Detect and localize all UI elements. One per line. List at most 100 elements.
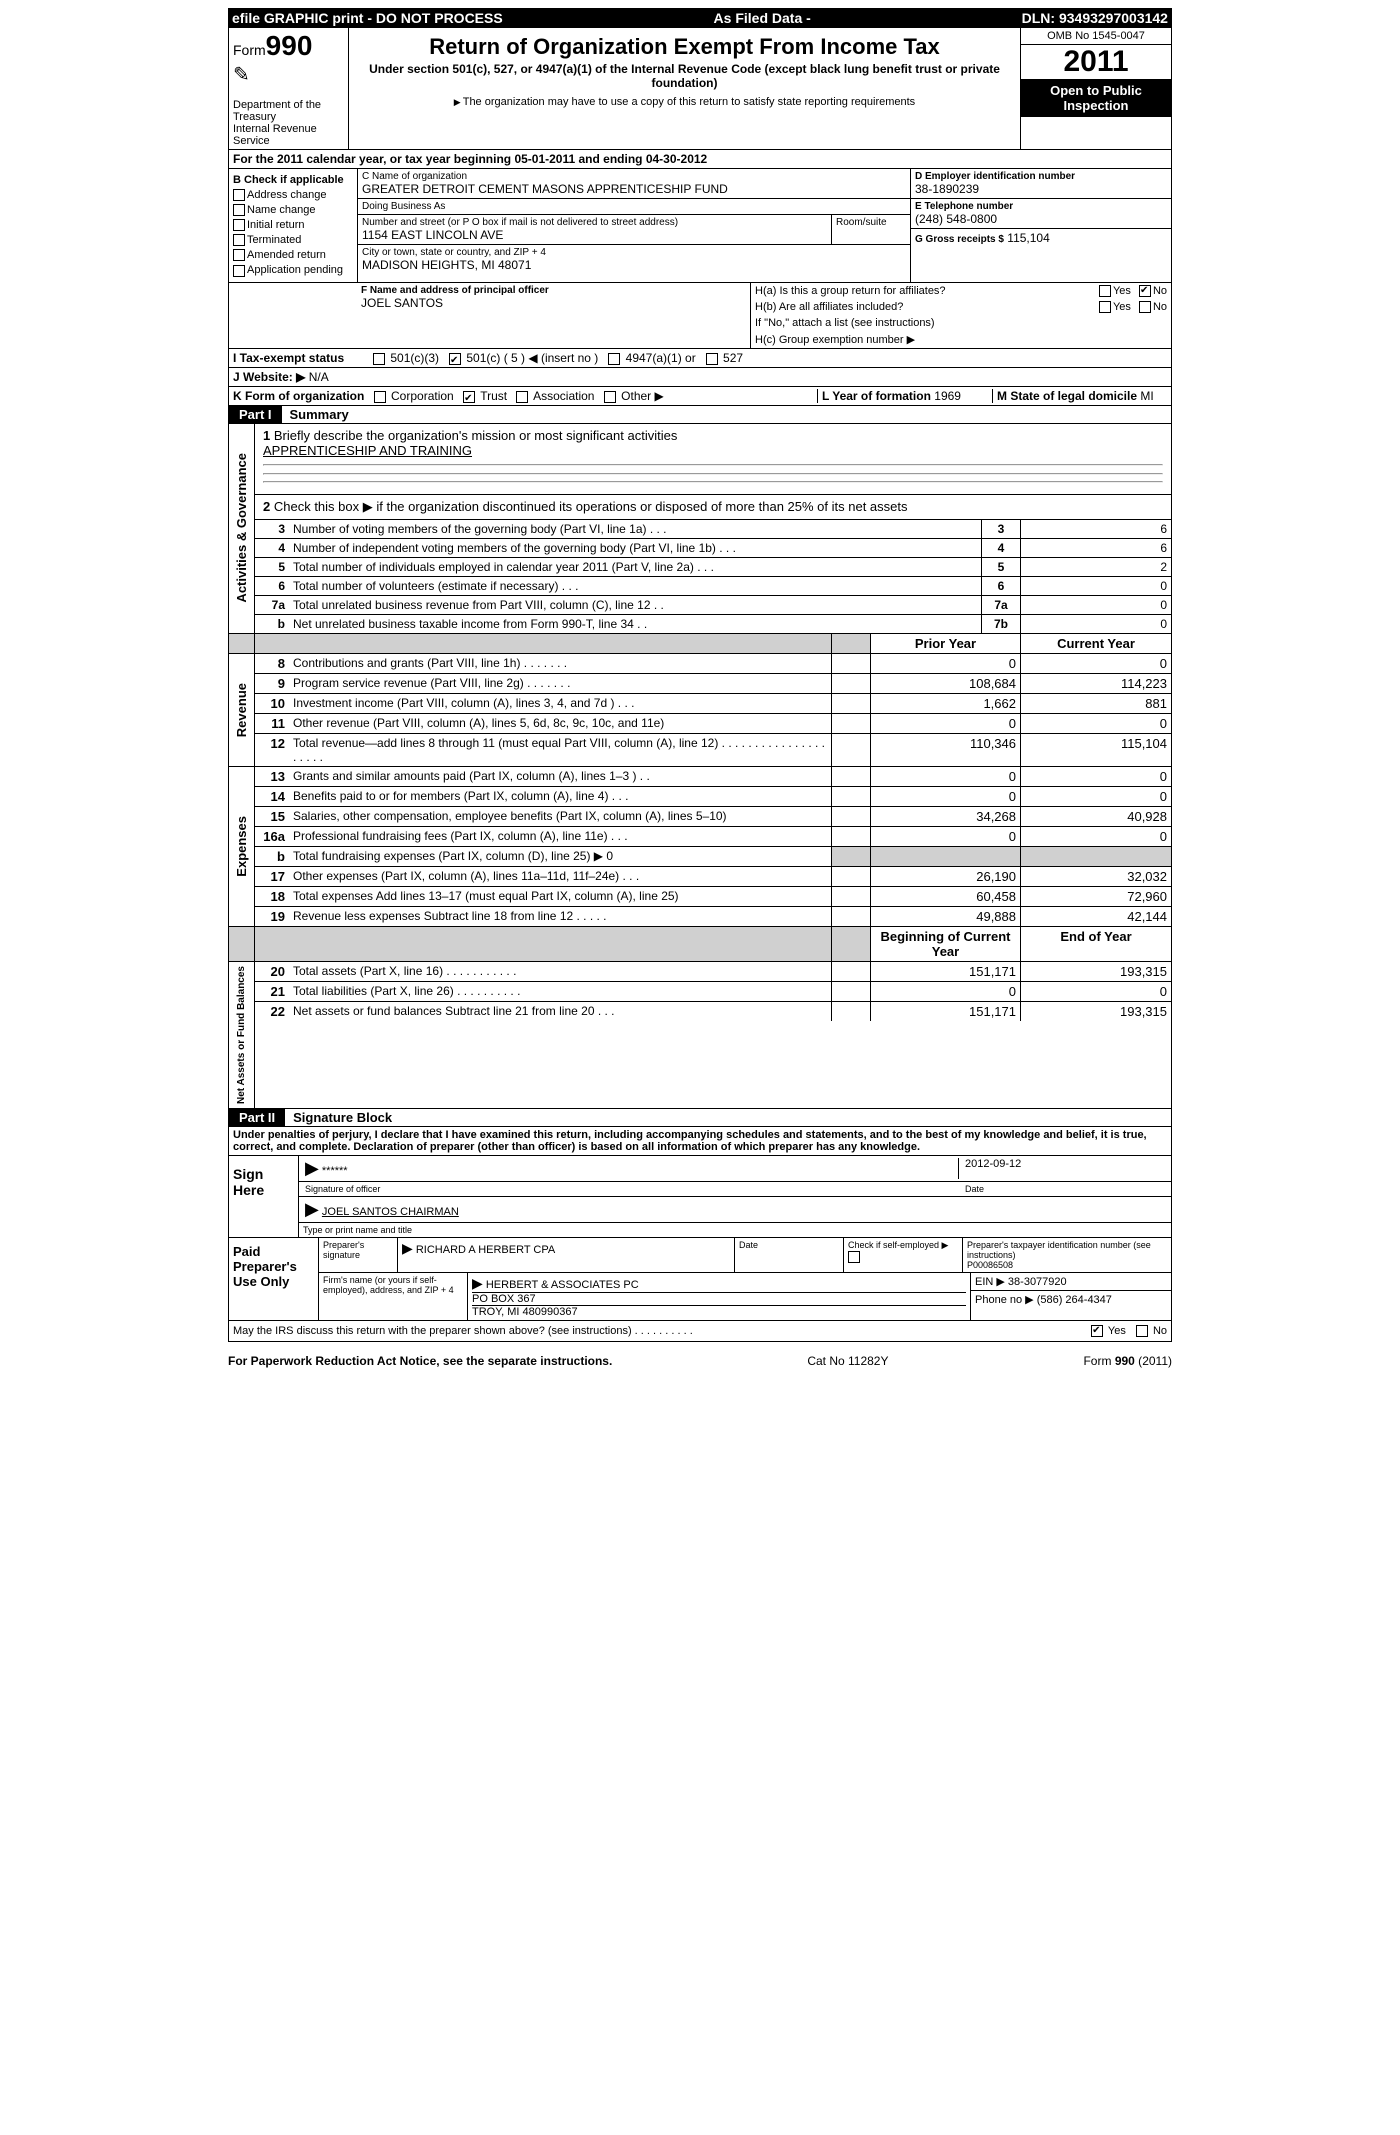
section-f: F Name and address of principal officer … bbox=[357, 283, 751, 348]
row-num: 5 bbox=[255, 558, 289, 576]
prior-value: 151,171 bbox=[871, 1002, 1021, 1021]
cb-initial-return[interactable]: Initial return bbox=[233, 219, 353, 231]
table-row: 18Total expenses Add lines 13–17 (must e… bbox=[255, 887, 1171, 907]
row-desc: Total revenue—add lines 8 through 11 (mu… bbox=[289, 734, 831, 766]
hb-no[interactable]: No bbox=[1139, 301, 1167, 313]
cb-501c3[interactable]: 501(c)(3) bbox=[373, 351, 439, 365]
row-desc: Other expenses (Part IX, column (A), lin… bbox=[289, 867, 831, 886]
bcdeg-row: B Check if applicable Address change Nam… bbox=[229, 169, 1171, 283]
row-desc: Salaries, other compensation, employee b… bbox=[289, 807, 831, 826]
discuss-no[interactable]: No bbox=[1136, 1325, 1167, 1337]
row-num: 21 bbox=[255, 982, 289, 1001]
current-value: 42,144 bbox=[1021, 907, 1171, 926]
prior-value: 26,190 bbox=[871, 867, 1021, 886]
ha-no[interactable]: No bbox=[1139, 285, 1167, 297]
cb-other[interactable]: Other ▶ bbox=[604, 389, 664, 403]
form-number-box: Form990 ✎ Department of the Treasury Int… bbox=[229, 28, 349, 149]
row-num: 22 bbox=[255, 1002, 289, 1021]
discontinued-text: Check this box ▶ if the organization dis… bbox=[274, 499, 908, 514]
form-title: Return of Organization Exempt From Incom… bbox=[353, 34, 1016, 60]
cb-corp[interactable]: Corporation bbox=[374, 389, 454, 403]
table-row: 9Program service revenue (Part VIII, lin… bbox=[255, 674, 1171, 694]
section-klm: K Form of organization Corporation Trust… bbox=[229, 387, 1171, 405]
row-desc: Net assets or fund balances Subtract lin… bbox=[289, 1002, 831, 1021]
table-row: 15Salaries, other compensation, employee… bbox=[255, 807, 1171, 827]
officer-printed: JOEL SANTOS CHAIRMAN bbox=[322, 1206, 459, 1218]
form-label: Form bbox=[233, 42, 266, 58]
cb-amended[interactable]: Amended return bbox=[233, 249, 353, 261]
officer-name: JOEL SANTOS bbox=[361, 296, 746, 310]
section-i: I Tax-exempt status 501(c)(3) 501(c) ( 5… bbox=[229, 349, 1171, 368]
row-num: 19 bbox=[255, 907, 289, 926]
cb-501c[interactable]: 501(c) ( 5 ) ◀ (insert no ) bbox=[449, 351, 598, 365]
table-row: bTotal fundraising expenses (Part IX, co… bbox=[255, 847, 1171, 867]
part-2-bar: Part II Signature Block bbox=[228, 1109, 1172, 1127]
current-value bbox=[1021, 847, 1171, 866]
sign-here: Sign Here ▶ ****** 2012-09-12 Signature … bbox=[229, 1156, 1171, 1237]
cb-assoc[interactable]: Association bbox=[516, 389, 594, 403]
gross-label: G Gross receipts $ bbox=[915, 234, 1004, 245]
row-num: 14 bbox=[255, 787, 289, 806]
current-value: 0 bbox=[1021, 982, 1171, 1001]
row-desc: Program service revenue (Part VIII, line… bbox=[289, 674, 831, 693]
self-employed-label: Check if self-employed ▶ bbox=[848, 1240, 948, 1250]
row-num: 13 bbox=[255, 767, 289, 786]
line-2: 2 Check this box ▶ if the organization d… bbox=[255, 495, 1171, 520]
cb-trust[interactable]: Trust bbox=[463, 389, 507, 403]
year-formation-label: L Year of formation bbox=[822, 389, 931, 403]
paid-preparer: Paid Preparer's Use Only Preparer's sign… bbox=[229, 1237, 1171, 1320]
phone2-value: (586) 264-4347 bbox=[1037, 1294, 1112, 1306]
fin-header-row: Prior Year Current Year bbox=[228, 634, 1172, 654]
mission-label: Briefly describe the organization's miss… bbox=[274, 428, 677, 443]
current-value: 0 bbox=[1021, 714, 1171, 733]
discuss-yes[interactable]: Yes bbox=[1091, 1325, 1126, 1337]
perjury-text: Under penalties of perjury, I declare th… bbox=[229, 1127, 1171, 1156]
cb-4947[interactable]: 4947(a)(1) or bbox=[608, 351, 695, 365]
cb-self-employed[interactable] bbox=[848, 1251, 860, 1263]
row-desc: Grants and similar amounts paid (Part IX… bbox=[289, 767, 831, 786]
begin-year-header: Beginning of Current Year bbox=[871, 927, 1021, 961]
cb-address-change[interactable]: Address change bbox=[233, 189, 353, 201]
ha-label: H(a) Is this a group return for affiliat… bbox=[755, 285, 1099, 297]
row-num: b bbox=[255, 615, 289, 633]
phone-value: (248) 548-0800 bbox=[915, 212, 1167, 226]
ha-yes[interactable]: Yes bbox=[1099, 285, 1131, 297]
prior-value: 49,888 bbox=[871, 907, 1021, 926]
state-domicile: MI bbox=[1140, 389, 1153, 403]
discuss-text: May the IRS discuss this return with the… bbox=[233, 1325, 1091, 1337]
mission-text: APPRENTICESHIP AND TRAINING bbox=[263, 443, 472, 458]
sign-date: 2012-09-12 bbox=[958, 1158, 1165, 1179]
expenses-section: Expenses 13Grants and similar amounts pa… bbox=[228, 767, 1172, 927]
gross-value: 115,104 bbox=[1007, 231, 1050, 245]
cb-terminated[interactable]: Terminated bbox=[233, 234, 353, 246]
row-ln bbox=[831, 827, 871, 846]
table-row: 17Other expenses (Part IX, column (A), l… bbox=[255, 867, 1171, 887]
current-value: 0 bbox=[1021, 827, 1171, 846]
cb-name-change[interactable]: Name change bbox=[233, 204, 353, 216]
row-desc: Other revenue (Part VIII, column (A), li… bbox=[289, 714, 831, 733]
current-value: 114,223 bbox=[1021, 674, 1171, 693]
sign-here-label: Sign Here bbox=[229, 1156, 299, 1237]
row-ln bbox=[831, 787, 871, 806]
prior-value: 0 bbox=[871, 787, 1021, 806]
date-label: Date bbox=[965, 1184, 1165, 1194]
cb-pending[interactable]: Application pending bbox=[233, 264, 353, 276]
cb-527[interactable]: 527 bbox=[706, 351, 743, 365]
expenses-tab: Expenses bbox=[232, 812, 251, 881]
phone2-label: Phone no ▶ bbox=[975, 1294, 1034, 1306]
current-value: 193,315 bbox=[1021, 962, 1171, 981]
row-num: 3 bbox=[255, 520, 289, 538]
row-desc: Total liabilities (Part X, line 26) . . … bbox=[289, 982, 831, 1001]
hb-yes[interactable]: Yes bbox=[1099, 301, 1131, 313]
table-row: 12Total revenue—add lines 8 through 11 (… bbox=[255, 734, 1171, 766]
row-desc: Benefits paid to or for members (Part IX… bbox=[289, 787, 831, 806]
org-name: GREATER DETROIT CEMENT MASONS APPRENTICE… bbox=[362, 182, 906, 196]
hc-label: H(c) Group exemption number bbox=[755, 334, 904, 346]
form-of-org: K Form of organization bbox=[233, 389, 364, 403]
row-desc: Total number of volunteers (estimate if … bbox=[289, 577, 981, 595]
prior-value: 1,662 bbox=[871, 694, 1021, 713]
row-val: 0 bbox=[1021, 615, 1171, 633]
street-value: 1154 EAST LINCOLN AVE bbox=[362, 228, 827, 242]
row-val: 0 bbox=[1021, 596, 1171, 614]
street-label: Number and street (or P O box if mail is… bbox=[362, 217, 827, 228]
